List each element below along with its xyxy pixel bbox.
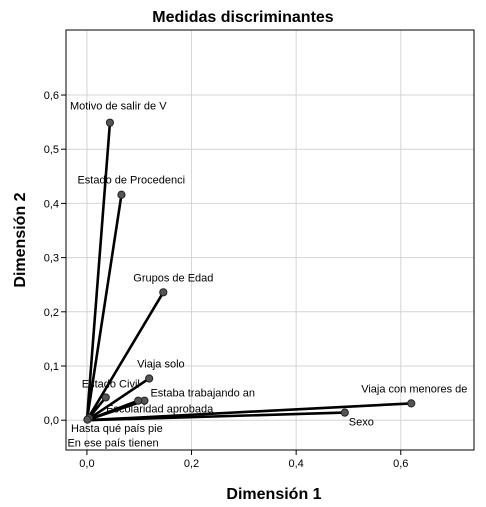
point-label: Grupos de Edad [133,272,213,284]
x-axis-label: Dimensión 1 [226,486,321,503]
origin-line [85,121,112,422]
origin-lines [85,121,413,422]
point-label: Motivo de salir de V [70,101,167,113]
x-tick-label: 0,2 [184,458,199,470]
x-axis-ticks: 0,0 0,2 0,4 0,6 [79,450,408,470]
y-tick-label: 0,4 [44,198,59,210]
data-point [134,396,143,405]
origin-line [85,411,347,422]
x-tick-label: 0,4 [289,458,304,470]
data-point [83,415,92,424]
point-label: Escolaridad aprobada [106,404,214,416]
point-label: En ese país tienen [67,438,158,450]
y-tick-label: 0,0 [44,415,59,427]
y-axis-ticks: 0,0 0,1 0,2 0,3 0,4 0,5 0,6 [44,90,66,427]
data-point [117,190,126,199]
origin-line [85,193,123,422]
point-label: Estaba trabajando an [150,388,255,400]
point-label: Sexo [349,417,374,429]
data-point [145,374,154,383]
data-point [340,408,349,417]
y-tick-label: 0,5 [44,144,59,156]
y-tick-label: 0,3 [44,253,59,265]
y-axis-label: Dimensión 2 [12,192,29,287]
x-tick-label: 0,0 [79,458,94,470]
data-points [83,118,416,424]
point-label: Viaja solo [137,358,185,370]
origin-line [85,399,140,422]
data-point [159,288,168,297]
origin-line [85,290,165,422]
point-labels: Motivo de salir de V Estado de Procedenci… [67,101,467,450]
chart-title: Medidas discriminantes [152,9,333,26]
point-label: Viaja con menores de [361,383,467,395]
data-point [105,118,115,127]
y-tick-label: 0,1 [44,361,59,373]
point-label: Estado Civil [82,378,140,390]
point-label: Estado de Procedenci [77,175,185,187]
plot-frame [65,29,475,451]
y-tick-label: 0,6 [44,90,59,102]
origin-line [85,377,151,422]
y-tick-label: 0,2 [44,307,59,319]
gridlines [66,30,474,450]
data-point [407,399,416,408]
x-tick-label: 0,6 [393,458,408,470]
point-label: Hasta qué país pie [71,423,163,435]
data-point [101,393,110,402]
